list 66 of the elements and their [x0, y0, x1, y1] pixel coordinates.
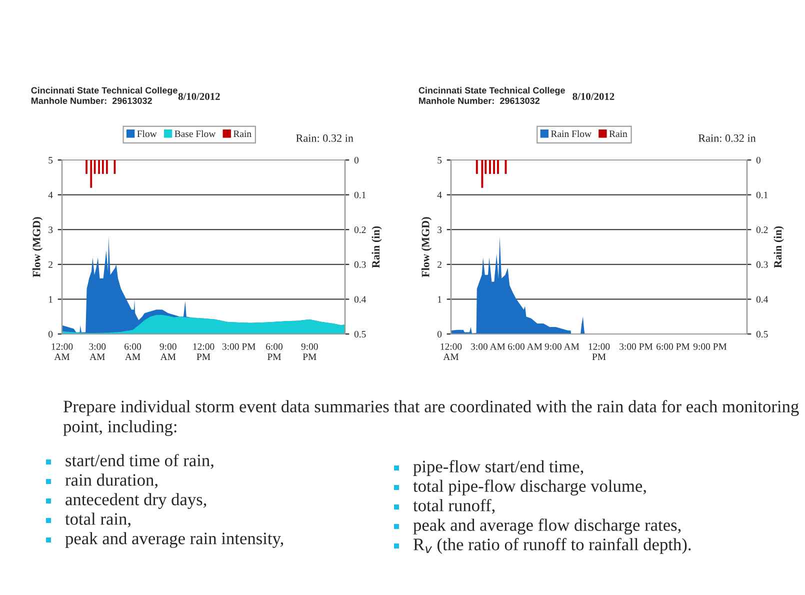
- text: total rain,: [65, 512, 130, 528]
- x-tick-label: 3:00 PM: [222, 343, 256, 350]
- text: peak and average rain intensity,: [65, 532, 284, 548]
- x-tick-label: 3:00 AM: [89, 343, 106, 360]
- text: Rain: 0.32 in: [698, 134, 756, 142]
- x-tick-label: 9:00 PM: [693, 343, 727, 350]
- x-tick-label: 12:00 AM: [52, 343, 73, 360]
- chart-title: Cincinnati State Technical College Manhole Number: 29613032: [418, 86, 565, 104]
- text: pipe-flow start/end time,: [413, 460, 584, 476]
- y2-tick-label: 0.4: [756, 296, 768, 303]
- y-tick-label: 3: [438, 226, 442, 234]
- y-axis-title: Flow (MGD): [32, 217, 43, 278]
- x-tick-label: 6:00 PM: [266, 343, 283, 360]
- chart-subtitle: 8/10/2012: [572, 92, 614, 100]
- y-tick-label: 1: [48, 296, 52, 303]
- y-tick-label: 5: [48, 157, 53, 164]
- text: antecedent dry days,: [66, 493, 206, 509]
- x-tick-label: 12:00 PM: [588, 343, 610, 360]
- y-tick-label: 1: [438, 296, 442, 303]
- y2-tick-label: 0.4: [354, 296, 366, 303]
- text: Rain: 0.32 in: [296, 134, 354, 142]
- y2-tick-label: 0: [756, 156, 761, 164]
- legend-label: Rain: [233, 130, 252, 138]
- x-tick-label: 6:00 AM: [124, 343, 142, 360]
- y-tick-label: 5: [438, 157, 442, 164]
- y2-tick-label: 0.5: [354, 330, 366, 338]
- x-tick-label: 12:00 AM: [440, 343, 462, 360]
- y2-tick-label: 0.5: [756, 330, 768, 338]
- text: R$_{v}$ (the ratio of runoff to rainfall depth).: [414, 538, 691, 554]
- text: peak and average flow discharge rates,: [413, 518, 681, 534]
- y-tick-label: 3: [48, 226, 53, 234]
- x-tick-label: 6:00 PM: [656, 343, 690, 350]
- text: total pipe-flow discharge volume,: [413, 480, 646, 496]
- x-tick-label: 9:00 AM: [160, 343, 176, 360]
- chart-title: Cincinnati State Technical College Manhole Number: 29613032: [31, 86, 178, 104]
- chart-subtitle: 8/10/2012: [178, 92, 220, 100]
- y-tick-label: 4: [437, 192, 442, 198]
- x-tick-label: 9:00 AM: [544, 343, 580, 350]
- y2-tick-label: 0.2: [354, 226, 366, 234]
- y2-tick-label: 0: [354, 156, 359, 164]
- y-tick-label: 2: [48, 261, 52, 268]
- y2-tick-label: 0.1: [354, 192, 366, 198]
- x-tick-label: 3:00 PM: [620, 343, 653, 350]
- text: total runoff,: [413, 498, 495, 514]
- legend-label: Base Flow: [174, 130, 216, 138]
- y2-tick-label: 0.3: [354, 261, 366, 268]
- text: start/end time of rain,: [66, 454, 214, 469]
- text: rain duration,: [65, 474, 158, 488]
- y-axis-title: Flow (MGD): [421, 217, 432, 278]
- y2-tick-label: 0.1: [756, 192, 768, 198]
- y2-tick-label: 0.2: [756, 226, 768, 234]
- y-tick-label: 2: [438, 261, 442, 268]
- legend-label: Rain: [609, 130, 628, 138]
- x-tick-label: 12:00 PM: [193, 343, 214, 360]
- x-tick-label: 3:00 AM: [471, 343, 506, 350]
- y-tick-label: 0: [437, 330, 442, 338]
- y-tick-label: 4: [48, 192, 53, 198]
- y2-axis-title: Rain (in): [774, 226, 784, 268]
- y2-axis-title: Rain (in): [372, 226, 382, 268]
- legend-label: Flow: [137, 130, 157, 138]
- x-tick-label: 9:00 PM: [301, 343, 318, 360]
- y-tick-label: 0: [48, 330, 53, 338]
- legend-label: Rain Flow: [551, 130, 592, 138]
- x-tick-label: 6:00 AM: [508, 343, 542, 350]
- text: Prepare individual storm event data summaries that are coordinated with the rain data for each monitoring point, including:: [63, 400, 799, 436]
- y2-tick-label: 0.3: [756, 261, 768, 268]
